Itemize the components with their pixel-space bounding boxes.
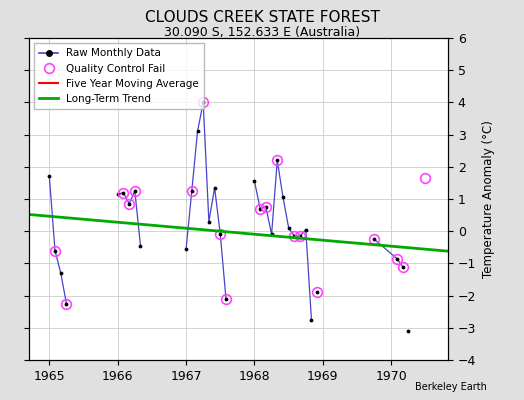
Text: CLOUDS CREEK STATE FOREST: CLOUDS CREEK STATE FOREST (145, 10, 379, 25)
Y-axis label: Temperature Anomaly (°C): Temperature Anomaly (°C) (482, 120, 495, 278)
Text: Berkeley Earth: Berkeley Earth (416, 382, 487, 392)
Legend: Raw Monthly Data, Quality Control Fail, Five Year Moving Average, Long-Term Tren: Raw Monthly Data, Quality Control Fail, … (34, 43, 204, 109)
Text: 30.090 S, 152.633 E (Australia): 30.090 S, 152.633 E (Australia) (164, 26, 360, 39)
